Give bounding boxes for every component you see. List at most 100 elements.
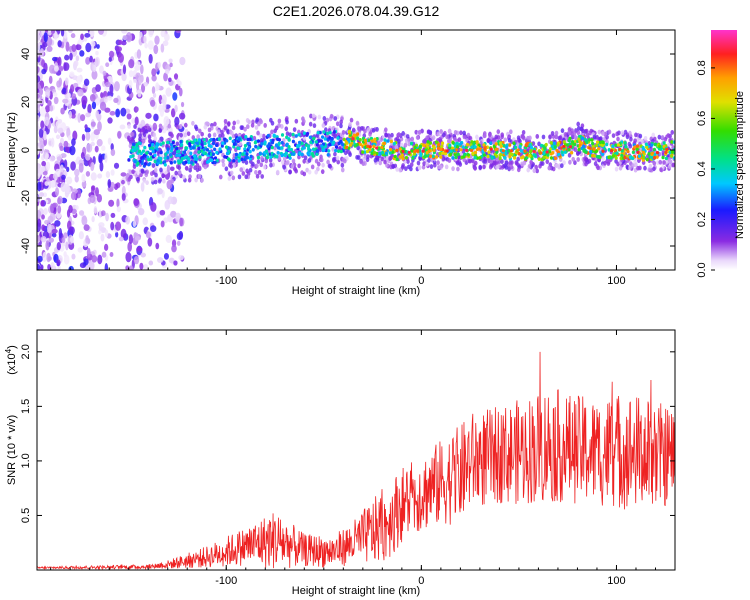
spectrogram-noise-cell [48, 237, 54, 243]
spectrogram-noise-cell [179, 56, 186, 66]
spectrogram-halo-cell [257, 169, 262, 175]
spectrogram-peak-cell [601, 149, 605, 153]
snr-y-scale-close: ) [6, 345, 18, 349]
spectrogram-halo-cell [576, 121, 581, 127]
spectrogram-halo-cell [421, 164, 426, 170]
spectrogram-halo-cell [445, 134, 449, 140]
spectrogram-noise-cell [140, 64, 144, 75]
spectrogram-noise-cell [121, 72, 127, 82]
spectrogram-noise-cell [164, 33, 170, 42]
spectrogram-ridge-cell [138, 159, 142, 164]
spectrogram-halo-cell [183, 122, 188, 128]
spectrogram-ridge-cell [635, 147, 639, 152]
spectrogram-halo-cell [311, 113, 316, 119]
spectrogram-noise-cell [37, 255, 43, 263]
spectrogram-halo-cell [312, 123, 317, 129]
spectrogram-ridge-cell [291, 152, 296, 156]
spectrogram-ridge-cell [521, 155, 525, 159]
spectrogram-ridge-cell [236, 146, 240, 150]
spectrogram-halo-cell [554, 130, 559, 136]
spectrogram-x-tick-label: -100 [215, 275, 237, 287]
spectrogram-noise-cell [37, 201, 40, 206]
spectrogram-halo-cell [307, 169, 312, 175]
spectrogram-halo-cell [520, 161, 524, 167]
spectrogram-noise-cell [39, 192, 45, 198]
spectrogram-ridge-cell [455, 144, 460, 149]
spectrogram-noise-cell [98, 225, 103, 231]
spectrogram-ridge-cell [641, 147, 646, 152]
spectrogram-ridge-cell [256, 155, 261, 160]
spectrogram-ridge-cell [611, 144, 615, 149]
spectrogram-halo-cell [453, 129, 458, 135]
spectrogram-ridge-cell [439, 155, 443, 159]
spectrogram-noise-cell [85, 131, 91, 141]
spectrogram-noise-cell [37, 163, 40, 174]
spectrogram-noise-cell [121, 40, 127, 46]
spectrogram-halo-cell [335, 121, 340, 127]
spectrogram-ridge-cell [226, 157, 231, 161]
spectrogram-noise-cell [81, 180, 87, 188]
spectrogram-ridge-cell [620, 153, 624, 158]
spectrogram-noise-cell [44, 105, 51, 113]
spectrogram-halo-cell [157, 178, 162, 184]
spectrogram-halo-cell [149, 171, 154, 176]
spectrogram-noise-cell [63, 159, 68, 169]
spectrogram-ridge-cell [209, 137, 214, 142]
spectrogram-ridge-cell [537, 157, 541, 161]
spectrogram-noise-cell [90, 132, 95, 142]
spectrogram-noise-cell [172, 92, 178, 101]
spectrogram-halo-cell [340, 162, 345, 168]
spectrogram-halo-cell [308, 121, 313, 127]
spectrogram-ridge-cell [159, 156, 163, 161]
spectrogram-halo-cell [133, 124, 137, 129]
spectrogram-halo-cell [399, 136, 404, 142]
spectrogram-noise-cell [66, 166, 70, 173]
spectrogram-noise-cell [37, 75, 41, 83]
spectrogram-halo-cell [332, 158, 336, 163]
spectrogram-halo-cell [436, 131, 441, 137]
spectrogram-ridge-cell [448, 143, 452, 148]
snr-y-ticks: 0.5 1.0 1.5 2.0 [20, 344, 675, 523]
spectrogram-halo-cell [284, 126, 289, 132]
spectrogram-y-ticks: -40 -20 0 20 40 [20, 48, 675, 254]
spectrogram-ridge-cell [280, 146, 284, 150]
spectrogram-noise-cell [142, 217, 148, 226]
spectrogram-halo-cell [213, 121, 217, 127]
spectrogram-noise-cell [37, 218, 42, 227]
spectrogram-noise-cell [92, 61, 97, 73]
spectrogram-halo-cell [188, 174, 192, 180]
spectrogram-ridge-cell [440, 144, 444, 149]
spectrogram-noise-cell [160, 220, 165, 228]
spectrogram-noise-cell [150, 202, 157, 212]
spectrogram-noise-cell [179, 112, 186, 120]
spectrogram-halo-cell [191, 120, 195, 126]
spectrogram-halo-cell [238, 141, 243, 147]
spectrogram-ridge-cell [478, 155, 482, 160]
spectrogram-ridge-cell [649, 155, 653, 159]
spectrogram-noise-cell [41, 214, 45, 220]
spectrogram-halo-cell [320, 169, 325, 175]
spectrogram-noise-cell [79, 50, 85, 57]
spectrogram-halo-cell [356, 155, 361, 160]
spectrogram-ridge-cell [401, 156, 405, 161]
spectrogram-halo-cell [643, 165, 647, 171]
spectrogram-ridge-cell [512, 156, 517, 160]
spectrogram-noise-cell [86, 143, 93, 153]
spectrogram-ridge-cell [137, 149, 142, 154]
spectrogram-noise-cell [69, 71, 75, 77]
spectrogram-ridge-cell [175, 153, 179, 158]
spectrogram-halo-cell [288, 132, 293, 137]
spectrogram-ridge-cell [175, 146, 179, 151]
spectrogram-peak-cell [618, 147, 622, 151]
spectrogram-halo-cell [151, 163, 156, 168]
spectrogram-halo-cell [288, 169, 293, 175]
spectrogram-noise-cell [83, 78, 90, 87]
spectrogram-ridge-cell [542, 151, 546, 155]
spectrogram-ridge-cell [189, 151, 193, 156]
spectrogram-ridge-cell [136, 161, 140, 166]
spectrogram-halo-cell [482, 164, 486, 170]
spectrogram-noise-cell [42, 170, 48, 176]
spectrogram-ridge-cell [670, 150, 674, 154]
spectrogram-halo-cell [227, 176, 232, 181]
spectrogram-ridge-cell [215, 143, 219, 148]
